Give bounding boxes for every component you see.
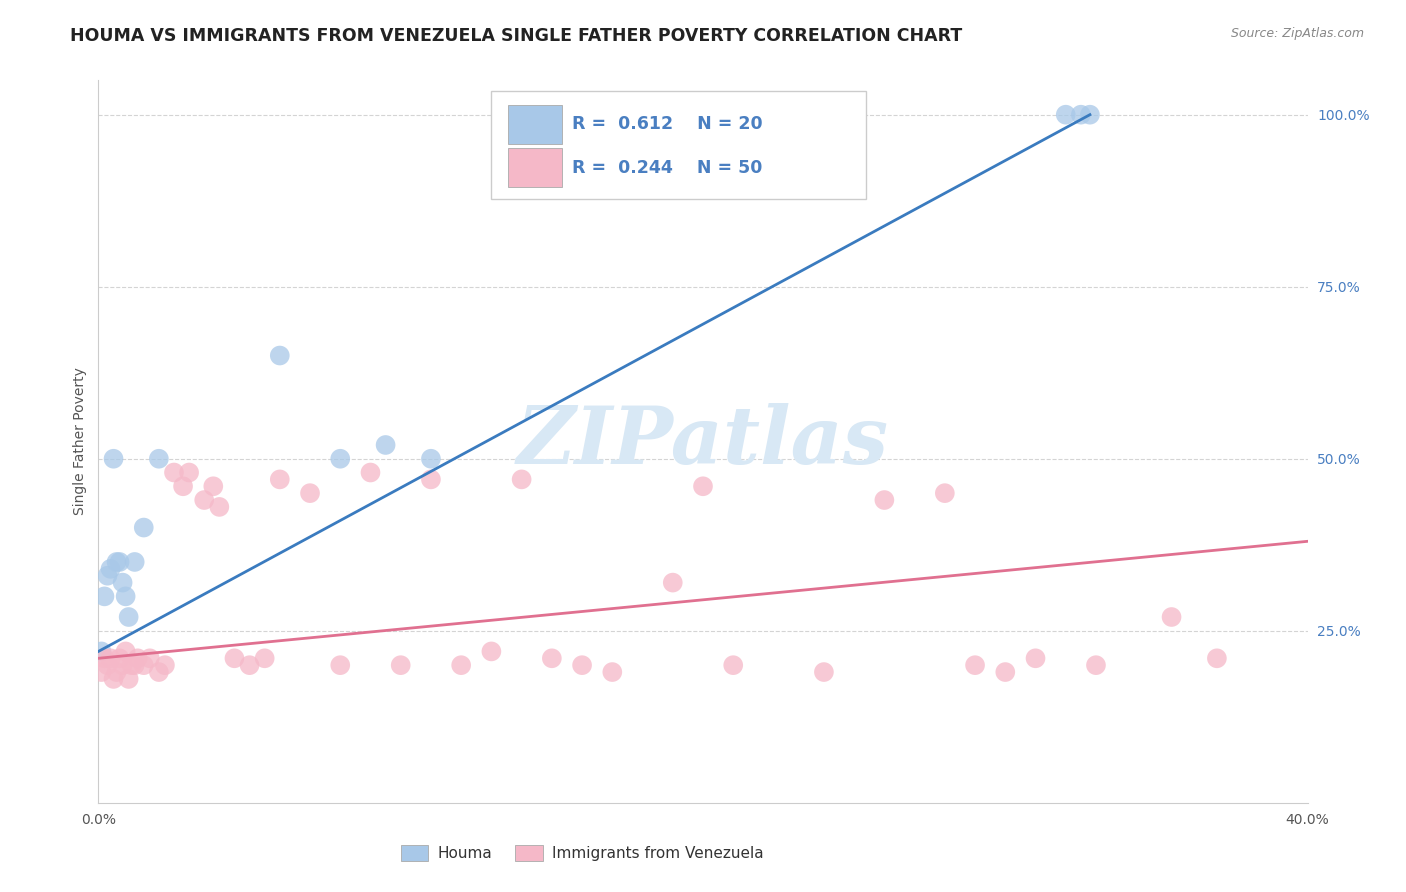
FancyBboxPatch shape [509,148,561,187]
Point [965,658,987,673]
Point [239,658,262,673]
Point [132,658,155,673]
Point [1078,108,1101,122]
Point [1160,610,1182,624]
Point [481,644,503,658]
Point [1070,108,1092,122]
Point [1206,651,1229,665]
Point [450,658,472,673]
Point [103,672,125,686]
Point [179,466,201,480]
Point [420,451,443,466]
Point [420,472,443,486]
Text: R =  0.612    N = 20: R = 0.612 N = 20 [572,115,763,133]
Text: Source: ZipAtlas.com: Source: ZipAtlas.com [1230,27,1364,40]
Point [93,590,115,604]
Point [132,520,155,534]
FancyBboxPatch shape [492,91,866,200]
Point [510,472,533,486]
Point [360,466,382,480]
Text: ZIPatlas: ZIPatlas [517,403,889,480]
Point [253,651,276,665]
Point [269,472,291,486]
Point [139,651,162,665]
Legend: Houma, Immigrants from Venezuela: Houma, Immigrants from Venezuela [395,839,769,867]
Point [389,658,412,673]
Point [873,493,896,508]
Point [813,665,835,679]
Point [114,644,136,658]
Point [127,651,149,665]
Point [105,665,128,679]
Point [114,590,136,604]
Point [100,651,122,665]
Point [121,658,143,673]
Point [111,658,134,673]
Point [148,665,170,679]
Text: HOUMA VS IMMIGRANTS FROM VENEZUELA SINGLE FATHER POVERTY CORRELATION CHART: HOUMA VS IMMIGRANTS FROM VENEZUELA SINGL… [70,27,963,45]
Point [540,651,562,665]
Point [100,562,122,576]
Point [299,486,322,500]
FancyBboxPatch shape [509,105,561,144]
Text: R =  0.244    N = 50: R = 0.244 N = 50 [572,159,763,177]
Point [118,610,141,624]
Point [163,466,186,480]
Point [153,658,176,673]
Point [90,665,112,679]
Point [723,658,745,673]
Point [692,479,714,493]
Point [1054,108,1077,122]
Point [374,438,396,452]
Point [1085,658,1108,673]
Point [118,672,141,686]
Point [1024,651,1046,665]
Point [602,665,624,679]
Point [103,451,125,466]
Point [108,651,131,665]
Point [124,555,146,569]
Point [108,555,131,569]
Point [202,479,225,493]
Point [105,555,128,569]
Point [329,658,352,673]
Point [208,500,231,514]
Point [96,568,118,582]
Point [93,651,115,665]
Point [148,451,170,466]
Point [661,575,683,590]
Point [994,665,1017,679]
Point [224,651,246,665]
Point [90,644,112,658]
Point [172,479,194,493]
Point [329,451,352,466]
Point [934,486,956,500]
Point [269,349,291,363]
Point [96,658,118,673]
Point [571,658,593,673]
Point [124,658,146,673]
Point [193,493,215,508]
Point [111,575,134,590]
Y-axis label: Single Father Poverty: Single Father Poverty [73,368,87,516]
